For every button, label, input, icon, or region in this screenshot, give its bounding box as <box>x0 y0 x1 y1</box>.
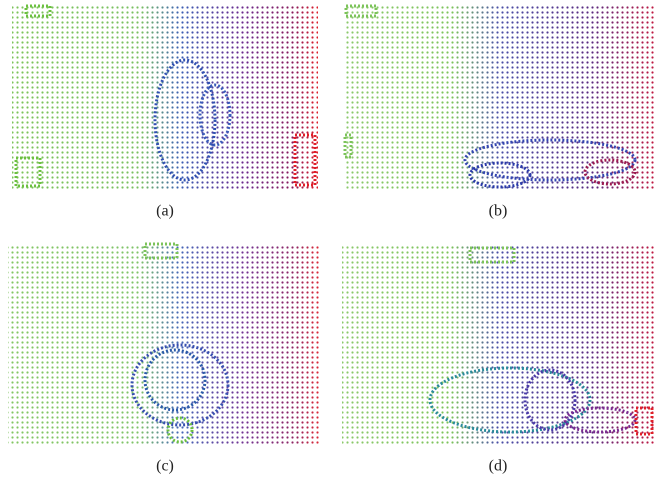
loops <box>14 4 317 188</box>
point-cloud <box>12 4 318 190</box>
caption: (b) <box>489 203 508 220</box>
loops <box>130 242 230 444</box>
caption: (c) <box>156 458 174 475</box>
panel-d <box>342 244 654 444</box>
panel-c <box>8 242 320 444</box>
loops <box>428 246 654 436</box>
point-cloud <box>344 4 654 190</box>
caption: (a) <box>156 203 174 220</box>
caption: (d) <box>489 458 508 475</box>
panel-b <box>343 4 654 190</box>
point-cloud <box>342 244 654 444</box>
point-cloud <box>8 244 320 444</box>
panel-a <box>12 4 318 190</box>
loops <box>343 4 637 189</box>
